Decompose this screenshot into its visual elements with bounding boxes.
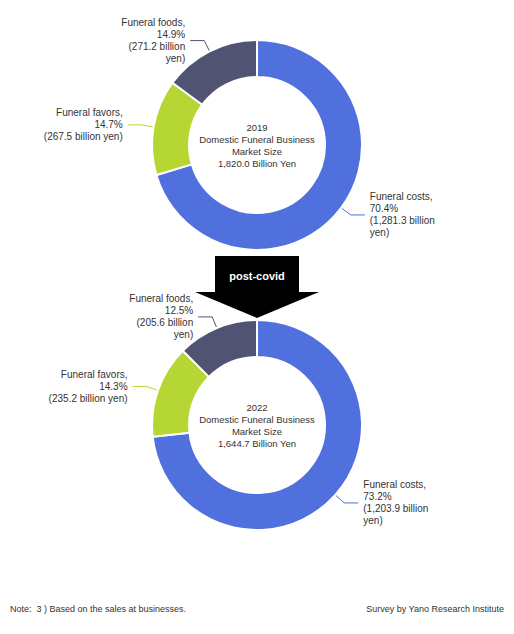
svg-text:Funeral favors,: Funeral favors,: [56, 107, 123, 118]
svg-text:yen): yen): [370, 227, 389, 238]
svg-text:14.7%: 14.7%: [94, 119, 122, 130]
svg-text:Funeral foods,: Funeral foods,: [129, 293, 193, 304]
svg-text:73.2%: 73.2%: [363, 491, 391, 502]
svg-text:Funeral foods,: Funeral foods,: [121, 17, 185, 28]
svg-text:(235.2 billion yen): (235.2 billion yen): [49, 393, 128, 404]
svg-text:(267.5 billion yen): (267.5 billion yen): [44, 131, 123, 142]
svg-text:yen): yen): [174, 329, 193, 340]
svg-text:(1,281.3 billion: (1,281.3 billion: [370, 215, 435, 226]
svg-text:yen): yen): [166, 53, 185, 64]
svg-text:14.9%: 14.9%: [157, 29, 185, 40]
svg-text:1,644.7 Billion Yen: 1,644.7 Billion Yen: [218, 438, 296, 449]
svg-text:Market Size: Market Size: [232, 146, 282, 157]
svg-text:(1,203.9 billion: (1,203.9 billion: [363, 503, 428, 514]
svg-text:1,820.0 Billion Yen: 1,820.0 Billion Yen: [218, 158, 296, 169]
svg-text:Funeral costs,: Funeral costs,: [363, 479, 426, 490]
svg-text:12.5%: 12.5%: [165, 305, 193, 316]
svg-text:Market Size: Market Size: [232, 426, 282, 437]
svg-text:Domestic Funeral Business: Domestic Funeral Business: [199, 414, 315, 425]
svg-text:(271.2 billion: (271.2 billion: [128, 41, 185, 52]
svg-text:Domestic Funeral Business: Domestic Funeral Business: [199, 134, 315, 145]
svg-text:2019: 2019: [246, 122, 267, 133]
svg-text:Funeral costs,: Funeral costs,: [370, 191, 433, 202]
svg-text:70.4%: 70.4%: [370, 203, 398, 214]
svg-text:Survey by Yano Research Instit: Survey by Yano Research Institute: [366, 604, 504, 614]
svg-text:yen): yen): [363, 515, 382, 526]
svg-text:(205.6 billion: (205.6 billion: [137, 317, 194, 328]
svg-text:post-covid: post-covid: [229, 270, 285, 282]
svg-text:Note: 3 ) Based on the sales: Note: 3 ) Based on the sales at business…: [10, 604, 186, 614]
svg-text:14.3%: 14.3%: [99, 381, 127, 392]
svg-text:Funeral favors,: Funeral favors,: [61, 369, 128, 380]
svg-text:2022: 2022: [246, 402, 267, 413]
